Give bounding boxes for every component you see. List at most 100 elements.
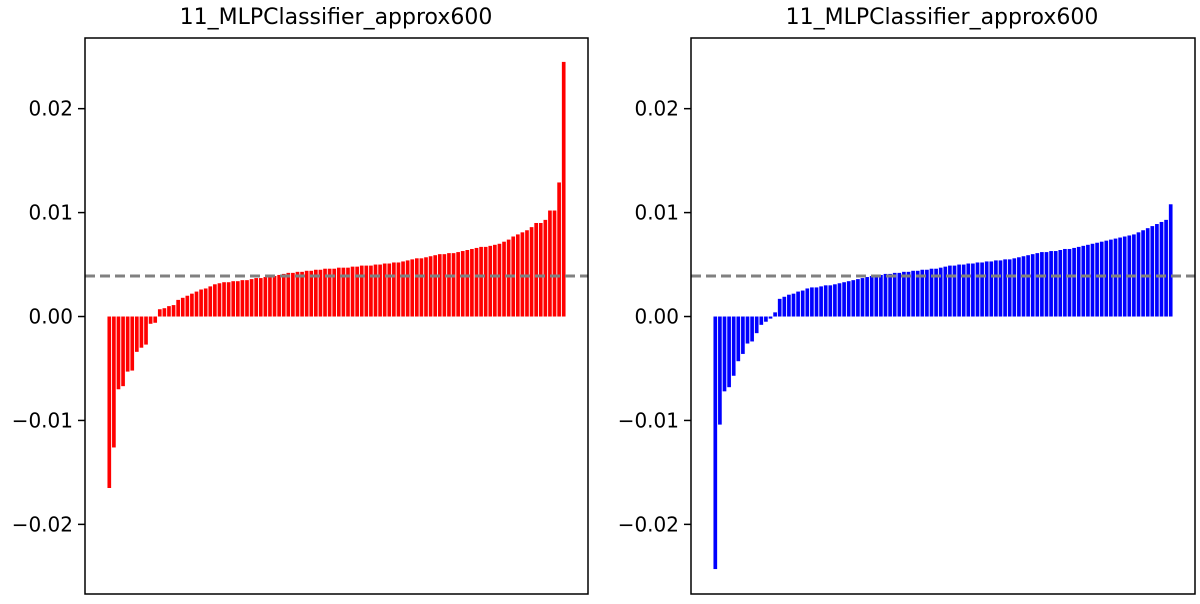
bar-left-66 [410, 259, 415, 317]
bar-right-1 [718, 316, 722, 425]
bar-right-81 [1086, 244, 1090, 317]
bar-right-72 [1044, 252, 1049, 317]
bar-left-68 [419, 258, 424, 317]
bar-left-25 [222, 282, 226, 317]
bar-right-23 [819, 286, 823, 317]
bar-right-9 [754, 316, 759, 334]
bar-left-5 [130, 316, 135, 371]
bar-left-76 [456, 252, 460, 317]
bar-left-92 [529, 227, 534, 317]
bar-right-62 [998, 260, 1003, 317]
bar-right-66 [1017, 257, 1021, 317]
bar-left-69 [424, 257, 428, 317]
bar-left-42 [300, 271, 304, 317]
bar-left-6 [135, 316, 139, 352]
bar-right-95 [1150, 226, 1155, 317]
bar-right-97 [1159, 221, 1164, 317]
bar-left-47 [323, 268, 327, 317]
bar-left-78 [465, 250, 470, 317]
chart-panel-right: 11_MLPClassifier_approx600 −0.02 −0.01 0.0… [618, 5, 1196, 595]
chart-title-right: 11_MLPClassifier_approx600 [786, 5, 1099, 30]
bar-left-64 [401, 261, 405, 317]
bar-left-1 [112, 316, 116, 448]
bar-right-55 [966, 263, 971, 317]
bar-right-44 [915, 270, 920, 317]
bar-left-46 [318, 269, 323, 317]
bar-left-72 [437, 254, 442, 317]
ytick-label-left-2: 0.00 [28, 305, 73, 329]
ytick-label-left-3: 0.01 [28, 201, 73, 225]
bar-left-77 [460, 251, 465, 317]
bar-left-85 [497, 243, 502, 317]
bar-right-11 [764, 316, 768, 322]
bar-right-24 [823, 285, 828, 317]
bar-left-82 [483, 246, 488, 317]
bar-left-28 [235, 281, 240, 317]
bar-left-29 [240, 280, 245, 317]
bar-left-95 [543, 219, 548, 317]
bar-right-70 [1035, 253, 1040, 317]
bar-right-13 [773, 312, 777, 317]
bar-left-32 [254, 278, 259, 317]
bar-right-30 [851, 280, 856, 317]
bar-right-53 [957, 264, 961, 317]
bar-left-94 [538, 222, 543, 317]
bar-right-82 [1090, 243, 1095, 317]
bar-left-99 [561, 61, 566, 317]
bar-right-46 [925, 269, 929, 317]
bar-right-77 [1067, 248, 1072, 317]
bar-right-68 [1026, 255, 1030, 317]
bar-right-32 [860, 278, 865, 317]
bar-right-5 [736, 316, 741, 362]
bar-left-57 [369, 265, 373, 317]
bar-left-11 [157, 309, 162, 317]
bar-left-71 [433, 255, 438, 317]
bar-right-45 [920, 269, 925, 317]
bar-left-12 [162, 308, 167, 317]
bar-right-47 [929, 268, 934, 317]
bar-left-56 [364, 265, 369, 317]
bar-left-41 [295, 271, 300, 317]
bar-left-50 [336, 267, 341, 317]
bar-left-54 [355, 266, 359, 317]
bar-left-87 [506, 239, 511, 317]
bar-left-45 [314, 269, 318, 317]
bar-right-63 [1003, 259, 1007, 317]
bar-right-17 [791, 293, 796, 317]
bar-left-55 [359, 265, 364, 317]
bar-left-0 [107, 316, 112, 488]
bar-left-75 [451, 253, 456, 317]
bar-left-80 [474, 247, 479, 317]
bar-left-33 [258, 278, 263, 317]
bar-left-60 [382, 263, 387, 317]
bar-left-61 [387, 263, 392, 317]
bar-right-20 [805, 288, 810, 317]
bar-left-89 [515, 234, 520, 317]
bar-left-74 [447, 253, 451, 317]
bar-right-37 [883, 273, 888, 317]
bar-left-26 [226, 282, 231, 317]
ytick-label-right-4: 0.02 [634, 97, 679, 121]
bar-right-69 [1030, 254, 1035, 317]
bar-right-22 [814, 287, 819, 317]
bar-right-26 [833, 284, 837, 317]
bar-left-19 [194, 291, 199, 317]
bar-right-54 [961, 264, 966, 317]
bar-right-79 [1076, 246, 1081, 317]
bar-right-52 [952, 265, 957, 317]
bar-left-84 [493, 244, 497, 317]
bar-left-59 [378, 264, 382, 317]
bar-right-75 [1058, 250, 1063, 317]
bar-right-57 [975, 262, 980, 317]
bar-left-67 [414, 258, 419, 317]
bar-left-7 [139, 316, 144, 348]
bar-right-3 [727, 316, 731, 388]
ytick-label-left-0: −0.02 [12, 512, 73, 536]
bar-right-49 [938, 267, 943, 317]
bar-right-60 [989, 261, 994, 317]
bar-right-31 [856, 279, 860, 317]
bar-left-38 [281, 273, 286, 317]
bar-left-39 [286, 272, 291, 317]
bar-left-31 [249, 279, 254, 317]
